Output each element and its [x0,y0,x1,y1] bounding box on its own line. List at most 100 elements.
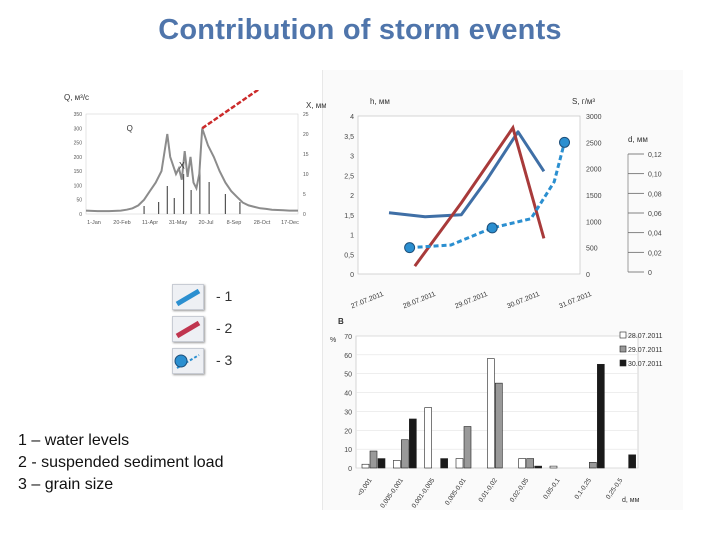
bars-bar [361,463,370,469]
storm-y3-tick: 0,12 [648,152,662,159]
storm-y3-tick: 0,04 [648,231,662,238]
bars-x-label: d, мм [622,497,640,504]
bars-y-tick: 30 [344,409,352,416]
storm-y-tick: 2,5 [344,173,354,180]
storm-y-tick: 3,5 [344,134,354,141]
hydrograph-y-tick: 250 [74,141,83,147]
bars-y-tick: 10 [344,447,352,454]
bars-y-tick: 50 [344,372,352,379]
hydrograph-q-line [85,127,298,213]
bars-bar [463,426,472,469]
hydrograph-annotation-q: Q [127,124,133,133]
hydrograph-x-tick: 28-Oct [254,220,271,226]
hydrograph-y-tick: 200 [74,155,83,161]
storm-water-level-line [388,130,546,219]
storm-y-tick: 0 [350,272,354,279]
bars-y-tick: 40 [344,391,352,398]
storm-x-tick: 27.07.2011 [350,291,385,310]
hydrograph-x-tick: 31-May [169,220,188,226]
hydrograph-y2-tick: 0 [303,212,306,218]
hydrograph-x-tick: 1-Jan [87,220,101,226]
bars-bar [518,458,526,469]
hydrograph-trend-line [201,90,260,130]
storm-grain-size-line [409,141,566,250]
storm-y3-tick: 0,08 [648,191,662,198]
bars-bar [589,462,597,469]
caption-line-1: 1 – water levels [18,432,130,449]
storm-x-tick: 28.07.2011 [402,291,437,310]
legend-label-1: - 1 [216,288,233,304]
grain-size-panel: 0 10 20 30 40 50 60 70 B% d, мм <0,001 0,005-0,001 0… [322,312,682,508]
bars-y-tick: 60 [344,353,352,360]
bars-legend-label: 28.07.2011 [628,333,663,340]
hydrograph-x-tick: 11-Apr [142,220,158,226]
bars-bar [526,458,534,469]
storm-y-tick: 2 [350,193,354,200]
legend-item-1: - 1 [168,284,250,310]
storm-plot-area [357,115,581,275]
legend-label-3: - 3 [216,352,233,368]
legend-item-2: - 2 [168,316,250,342]
bars-x-tick: 0,05-0,1 [542,477,562,501]
storm-x-tick: 31.07.2011 [558,291,593,310]
storm-y3-tick: 0 [648,270,652,277]
caption-line-3: 3 – grain size [18,476,114,493]
bars-bar [628,454,636,469]
storm-y-tick: 0,5 [344,252,354,259]
red-line-icon [172,316,204,342]
hydrograph-y2-tick: 10 [303,172,309,178]
bars-y-tick: 0 [348,466,352,473]
bars-legend-label: 29.07.2011 [628,347,663,354]
hydrograph-y2-tick: 20 [303,132,309,138]
bars-bar [401,439,409,469]
hydrograph-annotation-x: X [179,160,185,170]
bars-title: B [338,317,344,326]
bars-legend-swatch [619,331,627,339]
storm-y2-tick: 500 [586,246,598,253]
legend: - 1 - 2 - 3 [168,280,250,374]
storm-event-panel: h, мм S, г/м³ d, мм 0 0,5 1 1,5 2 2,5 3 3,5 4 0 500 10… [330,88,682,318]
hydrograph-y-tick: 0 [79,212,82,218]
bars-x-tick: <0,001 [356,477,373,498]
blue-line-icon [172,284,204,310]
hydrograph-panel: Q, м³/с X, мм 0 50 100 150 200 250 300 350 0 5 10 15 2… [60,90,326,240]
bars-bar [495,382,503,469]
slide-title: Contribution of storm events [158,14,562,46]
hydrograph-x-tick: 20-Feb [113,220,130,226]
bars-legend-swatch [619,359,627,367]
bars-y-label: % [330,337,336,344]
storm-y-tick: 3 [350,154,354,161]
storm-sediment-line [413,124,546,267]
hydrograph-x-tick: 17-Dec [281,220,299,226]
hydrograph-y-tick: 300 [74,126,83,132]
bars-bar [487,358,495,469]
hydrograph-y2-tick: 25 [303,112,309,118]
storm-x-tick: 29.07.2011 [454,291,489,310]
bars-x-tick: 0,001-0,005 [411,477,437,508]
storm-y3-tick: 0,02 [648,250,662,257]
storm-y2-tick: 0 [586,272,590,279]
bars-x-tick: 0,01-0,02 [477,477,499,504]
bars-y-tick: 70 [344,334,352,341]
bars-legend-label: 30.07.2011 [628,361,663,368]
bars-bar [377,458,386,469]
storm-y2-tick: 3000 [586,114,602,121]
storm-y-tick: 1,5 [344,213,354,220]
storm-y3-label: d, мм [628,135,648,144]
bars-x-tick: 0,005-0,01 [444,477,468,507]
storm-y3-tick: 0,10 [648,172,662,179]
bars-legend-swatch [619,345,627,353]
legend-label-2: - 2 [216,320,233,336]
storm-grain-size-point [404,242,416,254]
hydrograph-chart: Q, м³/с X, мм 0 50 100 150 200 250 300 350 0 5 10 15 2… [64,90,326,226]
bars-y-tick: 20 [344,428,352,435]
storm-y2-tick: 1000 [586,219,602,226]
legend-item-3: - 3 [168,348,250,374]
bars-bar [424,407,432,469]
storm-y2-tick: 2500 [586,140,602,147]
bars-bar [369,450,378,469]
storm-y2-tick: 1500 [586,193,602,200]
bars-bar [409,418,417,469]
storm-grain-size-point [486,222,498,234]
storm-y-tick: 4 [350,114,354,121]
